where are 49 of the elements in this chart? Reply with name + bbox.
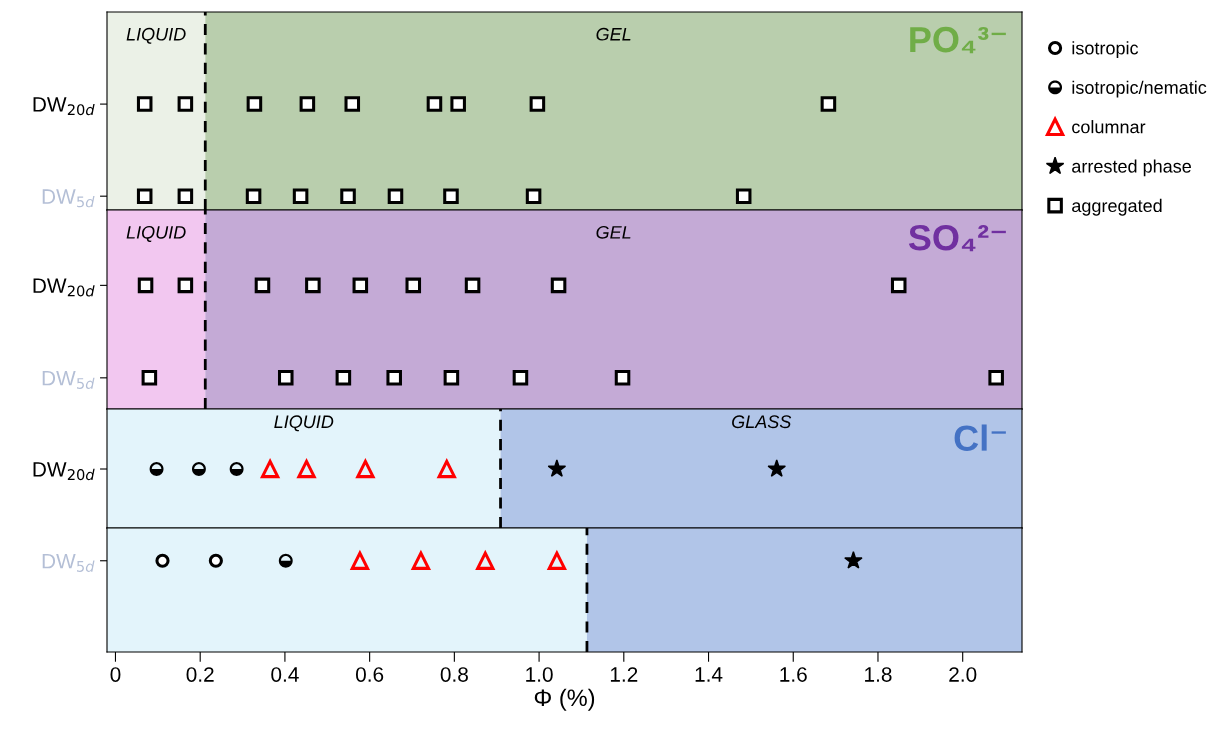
band-label: GEL [596,225,631,239]
point [844,551,863,569]
x-axis-title: Φ (%) [534,688,595,711]
point [546,549,567,570]
point [410,549,431,570]
y-tick-label: DW$_{20d}$ [33,462,95,481]
x-tick-label: 0 [110,667,121,682]
point [278,553,293,568]
point [547,459,567,478]
point [229,462,244,476]
point [437,459,456,479]
band-label: LIQUID [126,225,186,242]
x-tick-label: 0.2 [186,667,214,682]
chart-title: PO₄³⁻ [910,26,1006,54]
x-tick-label: 2.0 [949,667,977,682]
point [260,459,280,479]
x-tick-label: 0.4 [271,667,299,682]
band-label: LIQUID [274,415,334,432]
point [349,549,370,570]
x-tick-label: 1.6 [780,667,807,682]
point [149,462,164,476]
legend-label: columnar [1072,120,1146,134]
legend-label: arrested phase [1072,159,1191,177]
y-tick-label: DW$_{20d}$ [33,278,95,297]
x-tick-label: 1.2 [610,667,638,682]
point [475,549,496,570]
point [356,459,375,479]
point [767,459,787,478]
y-tick-label: DW$_{5d}$ [42,371,95,389]
legend-label: isotropic [1072,41,1139,59]
band-label: LIQUID [126,27,186,44]
band-label: GEL [596,27,631,41]
x-tick-label: 1.0 [526,667,553,682]
point [191,462,206,476]
legend-label: isotropic/nematic [1072,80,1207,98]
point [155,553,170,568]
x-tick-label: 1.8 [865,667,892,682]
y-tick-label: DW$_{5d}$ [42,189,95,208]
y-tick-label: DW$_{5d}$ [42,553,95,572]
x-tick-label: 1.4 [695,667,723,682]
point [297,459,316,479]
y-tick-label: DW$_{20d}$ [33,97,95,116]
chart-title: Cl⁻ [954,424,1006,451]
x-tick-label: 0.6 [355,667,384,682]
x-tick-label: 0.8 [440,667,468,682]
chart-title: SO₄²⁻ [908,224,1006,252]
point [208,553,223,568]
band-label: GLASS [732,415,792,429]
legend-label: aggregated [1072,198,1162,216]
